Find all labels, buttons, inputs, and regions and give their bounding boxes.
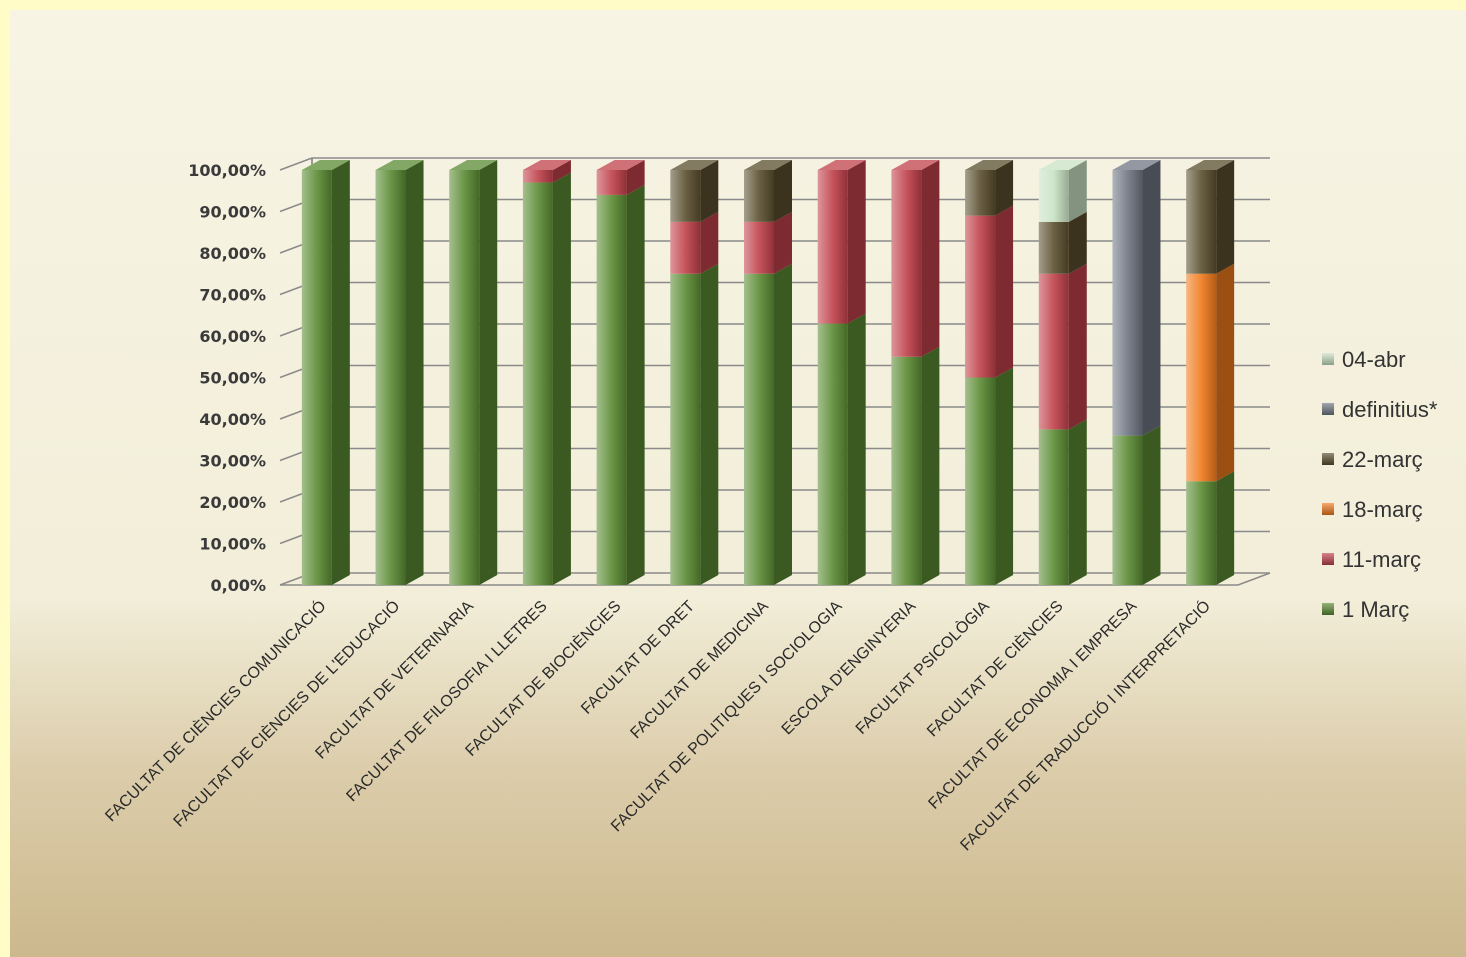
bar-stack-facultat-de-ciencies bbox=[1038, 160, 1087, 585]
floor-side-edge bbox=[1237, 572, 1271, 586]
bar-segment-1-marc bbox=[522, 172, 571, 585]
x-category-label: FACULTAT DE TRADUCCIÓ I INTERPRETACIÓ bbox=[956, 596, 1214, 854]
bar-segment-22-marc bbox=[1038, 211, 1087, 274]
bar-segment-definitius bbox=[1112, 160, 1161, 436]
y-tick-label: 30,00% bbox=[199, 452, 266, 471]
bar-stack-facultat-de-traduccio-i-interpretacio bbox=[1186, 160, 1235, 585]
bar-segment-11-marc bbox=[1038, 263, 1087, 430]
bar-segment-11-marc bbox=[965, 205, 1014, 378]
y-tick-label: 80,00% bbox=[199, 244, 266, 263]
bar-segment-18-marc bbox=[1186, 263, 1235, 482]
bar-stack-escola-d-enginyeria bbox=[891, 160, 940, 585]
x-category-label: FACULTAT DE CIÈNCIES bbox=[923, 596, 1067, 740]
y-tick-label: 20,00% bbox=[199, 493, 266, 512]
bar-stack-facultat-de-veterinaria bbox=[449, 160, 498, 585]
legend-item-1-marc: 1 Març bbox=[1322, 597, 1409, 622]
bar-stack-facultat-psicologia bbox=[965, 160, 1014, 585]
bar-segment-1-marc bbox=[1112, 425, 1161, 585]
legend-item-definitius: definitius* bbox=[1322, 397, 1438, 422]
legend-swatch bbox=[1322, 503, 1334, 515]
bar-segment-1-marc bbox=[817, 313, 866, 585]
bar-stack-facultat-de-medicina bbox=[744, 160, 792, 585]
bar-segment-22-marc bbox=[744, 160, 792, 222]
chart-frame: 0,00% 10,00% 20,00% 30,00% 40,00% 50,00% 60,00… bbox=[10, 10, 1466, 957]
bar-segment-11-marc bbox=[817, 160, 866, 324]
bar-segment-22-marc bbox=[965, 160, 1014, 216]
bar-segment-11-marc bbox=[891, 160, 940, 357]
bar-segment-04-abr bbox=[1038, 160, 1087, 222]
bar-segment-1-marc bbox=[744, 263, 792, 585]
y-tick-label: 70,00% bbox=[199, 286, 266, 305]
bar-stack-facultat-de-politiques-i-sociologia bbox=[817, 160, 866, 585]
stacked-bar-chart: 0,00% 10,00% 20,00% 30,00% 40,00% 50,00% 60,00… bbox=[101, 157, 1438, 854]
bar-segment-1-marc bbox=[670, 263, 719, 585]
legend-label: definitius* bbox=[1342, 397, 1438, 422]
bar-segment-1-marc bbox=[301, 160, 350, 585]
bar-segment-1-marc bbox=[375, 160, 424, 585]
y-tick-label: 60,00% bbox=[199, 327, 266, 346]
y-axis-ticks: 0,00% 10,00% 20,00% 30,00% 40,00% 50,00% 60,00… bbox=[188, 161, 266, 595]
legend-label: 22-març bbox=[1342, 447, 1423, 472]
bar-segment-11-marc bbox=[744, 211, 792, 274]
bar-segment-11-marc bbox=[522, 160, 571, 183]
bar-segment-1-marc bbox=[965, 367, 1014, 585]
legend-item-04-abr: 04-abr bbox=[1322, 347, 1406, 372]
legend-label: 04-abr bbox=[1342, 347, 1406, 372]
y-tick-label: 0,00% bbox=[210, 576, 266, 595]
bar-stack-facultat-de-ciencies-de-l-educacio bbox=[375, 160, 424, 585]
x-category-label: FACULTAT DE BIOCIÈNCIES bbox=[461, 596, 624, 759]
bar-segment-22-marc bbox=[1186, 160, 1235, 274]
bar-stack-facultat-de-filosofia-i-lletres bbox=[522, 160, 571, 585]
legend: 04-abr definitius* 22-març 18-març 11-març 1 … bbox=[1322, 347, 1438, 622]
gridline-side bbox=[279, 157, 313, 171]
y-tick-label: 90,00% bbox=[199, 203, 266, 222]
legend-label: 18-març bbox=[1342, 497, 1423, 522]
x-category-label: FACULTAT PSICOLÒGIA bbox=[851, 596, 993, 738]
legend-label: 1 Març bbox=[1342, 597, 1409, 622]
bar-segment-1-marc bbox=[891, 346, 940, 585]
y-tick-label: 100,00% bbox=[188, 161, 266, 180]
x-category-label: FACULTAT DE VETERINARIA bbox=[312, 598, 477, 763]
bar-segment-1-marc bbox=[1186, 471, 1235, 585]
bar-stack-facultat-de-ciencies-comunicacio bbox=[301, 160, 350, 585]
legend-swatch bbox=[1322, 603, 1334, 615]
bar-stack-facultat-de-dret bbox=[670, 160, 719, 585]
legend-item-22-marc: 22-març bbox=[1322, 447, 1423, 472]
bar-segment-11-marc bbox=[596, 160, 645, 195]
bar-stack-facultat-de-biociencies bbox=[596, 160, 645, 585]
x-category-label: ESCOLA D'ENGINYERIA bbox=[779, 598, 920, 739]
bar-segment-11-marc bbox=[670, 211, 719, 274]
bar-segment-1-marc bbox=[449, 160, 498, 585]
x-category-label: FACULTAT DE MEDICINA bbox=[627, 598, 772, 743]
legend-item-18-marc: 18-març bbox=[1322, 497, 1423, 522]
bar-segment-1-marc bbox=[1038, 419, 1087, 585]
bars bbox=[301, 160, 1235, 585]
legend-item-11-marc: 11-març bbox=[1322, 547, 1421, 572]
legend-label: 11-març bbox=[1342, 547, 1421, 572]
legend-swatch bbox=[1322, 403, 1334, 415]
legend-swatch bbox=[1322, 453, 1334, 465]
bar-segment-1-marc bbox=[596, 184, 645, 585]
y-tick-label: 10,00% bbox=[199, 535, 266, 554]
y-tick-label: 50,00% bbox=[199, 369, 266, 388]
bar-segment-22-marc bbox=[670, 160, 719, 222]
bar-stack-facultat-de-economia-i-empresa bbox=[1112, 160, 1161, 585]
legend-swatch bbox=[1322, 353, 1334, 365]
y-tick-label: 40,00% bbox=[199, 410, 266, 429]
legend-swatch bbox=[1322, 553, 1334, 565]
x-axis-labels: FACULTAT DE CIÈNCIES COMUNICACIÓFACULTAT… bbox=[101, 596, 1214, 854]
